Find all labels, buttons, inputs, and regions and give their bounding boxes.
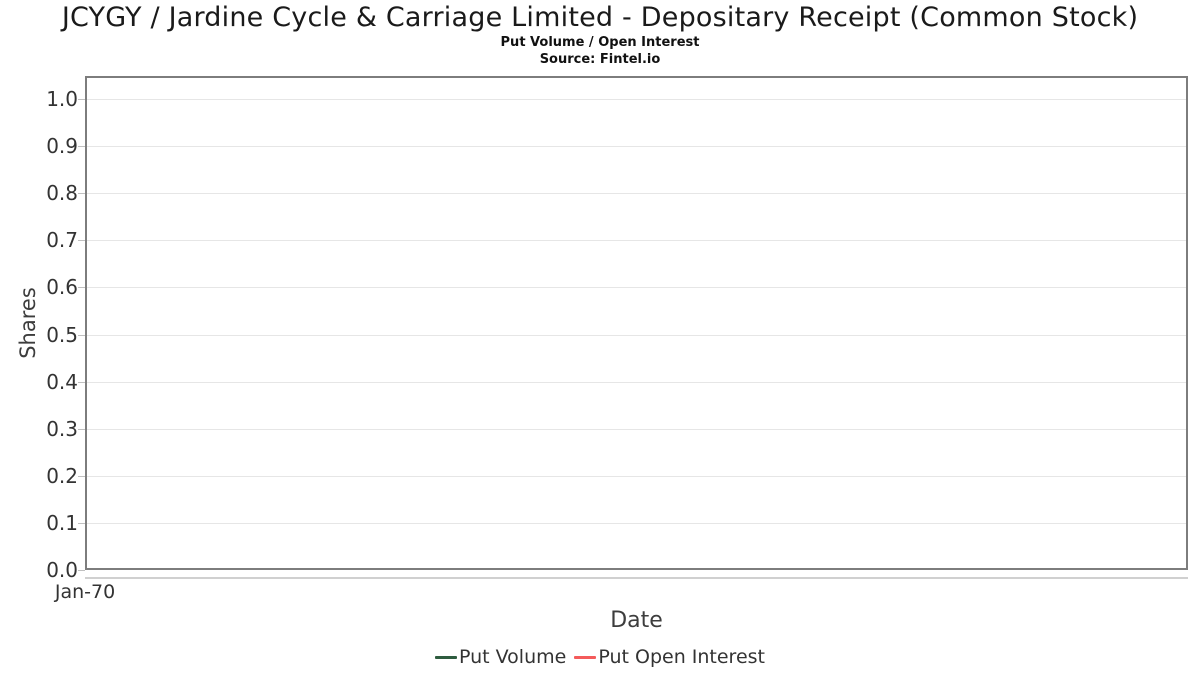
plot-area bbox=[85, 76, 1188, 570]
y-tick-mark bbox=[78, 570, 85, 571]
gridline bbox=[87, 193, 1186, 195]
chart-source: Source: Fintel.io bbox=[539, 52, 661, 67]
y-tick-labels: 1.0 0.9 0.8 0.7 0.6 0.5 0.4 0.3 0.2 0.1 0.0 bbox=[0, 78, 85, 581]
legend-swatch-put-open-interest bbox=[574, 655, 597, 659]
y-tick-label: 0.1 bbox=[46, 510, 78, 535]
gridline bbox=[87, 240, 1186, 242]
legend: Put Volume Put Open Interest bbox=[0, 646, 1200, 668]
chart-title: JCYGY / Jardine Cycle & Carriage Limited… bbox=[61, 2, 1139, 33]
y-tick-label: 0.6 bbox=[46, 275, 78, 300]
gridline bbox=[87, 475, 1186, 477]
y-tick-label: 0.4 bbox=[46, 369, 78, 394]
gridline bbox=[87, 428, 1186, 430]
y-tick-mark bbox=[78, 381, 85, 383]
gridline bbox=[87, 146, 1186, 148]
gridline bbox=[87, 522, 1186, 524]
legend-label-put-volume: Put Volume bbox=[459, 646, 567, 668]
x-axis-label: Date bbox=[610, 608, 663, 633]
y-tick-label: 0.0 bbox=[46, 558, 78, 582]
legend-item-put-volume[interactable]: Put Volume bbox=[435, 646, 566, 668]
gridline bbox=[87, 99, 1186, 100]
chart-subtitle: Put Volume / Open Interest bbox=[500, 35, 700, 50]
legend-label-put-open-interest: Put Open Interest bbox=[598, 646, 765, 668]
y-tick-mark bbox=[78, 522, 85, 524]
y-tick-label: 0.2 bbox=[46, 463, 78, 488]
y-tick-label: 0.3 bbox=[46, 416, 78, 441]
gridline bbox=[87, 287, 1186, 289]
y-tick-mark bbox=[78, 287, 85, 289]
x-axis-line bbox=[85, 577, 1188, 579]
legend-item-put-open-interest[interactable]: Put Open Interest bbox=[574, 646, 765, 668]
gridline bbox=[87, 381, 1186, 383]
y-tick-mark bbox=[78, 475, 85, 477]
y-tick-mark bbox=[78, 146, 85, 148]
y-tick-mark bbox=[78, 240, 85, 242]
y-tick-label: 0.5 bbox=[46, 322, 78, 347]
y-tick-mark bbox=[78, 99, 85, 100]
legend-swatch-put-volume bbox=[435, 655, 457, 659]
y-tick-mark bbox=[78, 334, 85, 336]
x-tick-label: Jan-70 bbox=[54, 581, 116, 603]
gridline bbox=[87, 334, 1186, 336]
y-tick-label: 0.8 bbox=[46, 181, 78, 206]
y-tick-label: 1.0 bbox=[46, 87, 78, 111]
y-tick-label: 0.9 bbox=[46, 134, 78, 159]
y-tick-label: 0.7 bbox=[46, 228, 78, 253]
y-tick-mark bbox=[78, 428, 85, 430]
y-tick-mark bbox=[78, 193, 85, 195]
